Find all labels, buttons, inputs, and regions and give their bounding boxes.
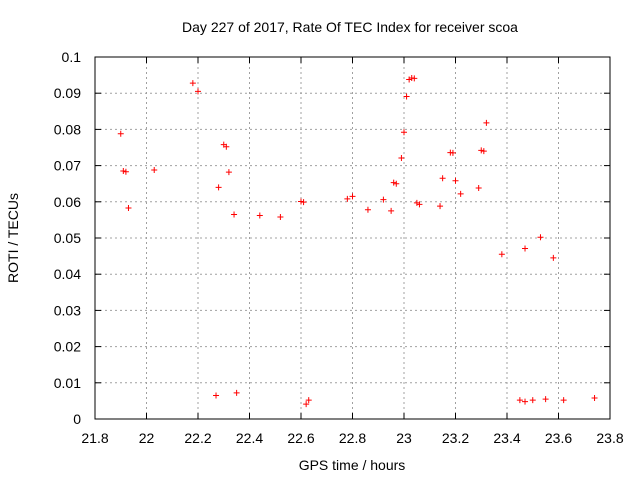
data-point bbox=[223, 143, 230, 150]
data-point bbox=[305, 397, 312, 404]
data-point bbox=[388, 207, 395, 214]
data-point bbox=[403, 93, 410, 100]
data-point bbox=[542, 396, 549, 403]
x-tick-label: 22.2 bbox=[184, 430, 211, 446]
data-point bbox=[189, 80, 196, 87]
data-point bbox=[195, 88, 201, 95]
data-point bbox=[480, 148, 487, 155]
data-point bbox=[398, 154, 405, 161]
data-point bbox=[380, 196, 387, 203]
x-axis-label: GPS time / hours bbox=[299, 457, 406, 473]
x-tick-label: 22.6 bbox=[287, 430, 314, 446]
y-tick-label: 0.05 bbox=[54, 230, 81, 246]
y-tick-label: 0.08 bbox=[54, 121, 81, 137]
x-tick-label: 23.8 bbox=[596, 430, 623, 446]
data-point bbox=[298, 198, 304, 205]
data-point bbox=[233, 389, 240, 396]
data-point bbox=[256, 212, 263, 219]
data-point bbox=[393, 180, 400, 187]
data-point bbox=[215, 184, 222, 191]
axis-ticks bbox=[94, 56, 611, 420]
data-point bbox=[591, 395, 598, 402]
data-point bbox=[300, 199, 307, 206]
data-point bbox=[344, 195, 351, 202]
y-tick-label: 0.09 bbox=[54, 85, 81, 101]
data-point bbox=[406, 76, 413, 83]
y-tick-label: 0 bbox=[73, 411, 81, 427]
x-tick-label: 23 bbox=[396, 430, 412, 446]
y-axis-label: ROTI / TECUs bbox=[5, 193, 21, 283]
data-point bbox=[452, 177, 459, 184]
x-tick-label: 22 bbox=[139, 430, 155, 446]
data-point bbox=[550, 254, 557, 261]
y-tick-label: 0.1 bbox=[62, 49, 82, 65]
x-tick-label: 23.6 bbox=[545, 430, 572, 446]
data-point bbox=[529, 397, 536, 404]
data-point bbox=[231, 211, 238, 218]
data-point bbox=[151, 166, 158, 173]
y-tick-label: 0.04 bbox=[54, 266, 81, 282]
data-point bbox=[560, 397, 567, 404]
data-point bbox=[225, 169, 232, 176]
data-point bbox=[277, 214, 284, 221]
data-point bbox=[125, 204, 132, 211]
y-tick-label: 0.06 bbox=[54, 194, 81, 210]
data-points bbox=[117, 74, 598, 408]
data-point bbox=[475, 185, 482, 192]
data-point bbox=[437, 203, 444, 210]
data-point bbox=[411, 75, 418, 82]
data-point bbox=[349, 193, 356, 200]
data-point bbox=[122, 168, 129, 175]
data-point bbox=[457, 190, 464, 197]
data-point bbox=[364, 206, 371, 213]
x-tick-label: 23.2 bbox=[442, 430, 469, 446]
x-tick-label: 22.8 bbox=[339, 430, 366, 446]
x-tick-label: 21.8 bbox=[81, 430, 108, 446]
data-point bbox=[449, 149, 456, 156]
y-tick-label: 0.01 bbox=[54, 375, 81, 391]
data-point bbox=[416, 201, 423, 208]
data-point bbox=[120, 168, 127, 175]
data-point bbox=[413, 199, 420, 206]
y-tick-label: 0.03 bbox=[54, 302, 81, 318]
x-tick-label: 23.4 bbox=[493, 430, 520, 446]
grid bbox=[95, 57, 610, 419]
x-tick-labels: 21.8 22 22.2 22.4 22.6 22.8 23 23.2 23.4 23.6 23.8 bbox=[81, 430, 623, 446]
y-tick-label: 0.02 bbox=[54, 339, 81, 355]
y-tick-labels: 0 0.01 0.02 0.03 0.04 0.05 0.06 0.07 0.08 0.09 0.1 bbox=[54, 49, 81, 427]
data-point bbox=[439, 175, 446, 182]
data-point bbox=[390, 179, 397, 186]
data-point bbox=[537, 234, 544, 241]
data-point bbox=[213, 392, 220, 399]
data-point bbox=[478, 147, 485, 154]
data-point bbox=[498, 251, 505, 258]
y-tick-label: 0.07 bbox=[54, 158, 81, 174]
data-point bbox=[117, 130, 124, 137]
data-point bbox=[401, 129, 407, 136]
data-point bbox=[483, 119, 490, 126]
data-point bbox=[516, 397, 523, 404]
data-point bbox=[303, 401, 310, 408]
data-point bbox=[522, 398, 529, 405]
x-tick-label: 22.4 bbox=[236, 430, 263, 446]
data-point bbox=[522, 245, 529, 252]
chart-title: Day 227 of 2017, Rate Of TEC Index for r… bbox=[182, 19, 518, 35]
